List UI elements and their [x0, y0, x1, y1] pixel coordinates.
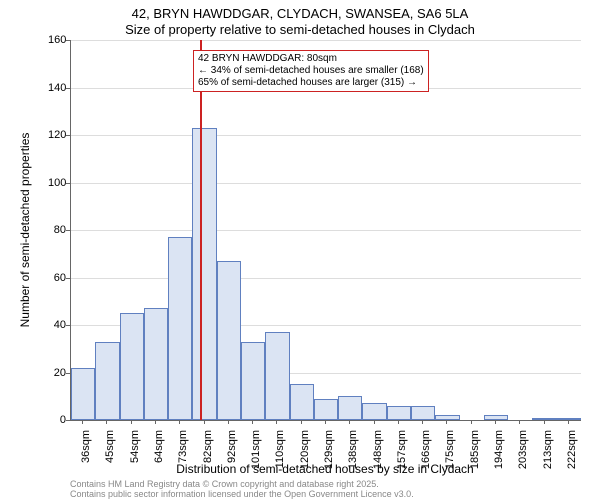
x-tick-mark [82, 420, 83, 424]
histogram-bar [71, 368, 95, 420]
annotation-line-3: 65% of semi-detached houses are larger (… [198, 77, 424, 89]
y-tick-label: 20 [48, 367, 66, 379]
x-tick-mark [568, 420, 569, 424]
plot-area: 42 BRYN HAWDDGAR: 80sqm ← 34% of semi-de… [70, 40, 581, 421]
x-tick-mark [179, 420, 180, 424]
annotation-box: 42 BRYN HAWDDGAR: 80sqm ← 34% of semi-de… [193, 50, 429, 92]
histogram-bar [120, 313, 144, 420]
histogram-bar [362, 403, 386, 420]
y-tick-label: 80 [48, 224, 66, 236]
x-tick-label: 36sqm [80, 430, 92, 463]
histogram-bar [95, 342, 119, 420]
histogram-bar [314, 399, 338, 420]
x-axis-label: Distribution of semi-detached houses by … [70, 462, 580, 476]
histogram-bar [217, 261, 241, 420]
histogram-bar [532, 418, 556, 420]
histogram-bar [338, 396, 362, 420]
x-tick-mark [252, 420, 253, 424]
histogram-bar [192, 128, 216, 420]
histogram-bar [435, 415, 459, 420]
histogram-bar [265, 332, 289, 420]
x-tick-mark [155, 420, 156, 424]
histogram-bar [387, 406, 411, 420]
y-tick-label: 60 [48, 272, 66, 284]
reference-line-marker [200, 40, 202, 420]
y-tick-label: 140 [48, 82, 66, 94]
x-tick-label: 54sqm [129, 430, 141, 463]
y-tick-label: 100 [48, 177, 66, 189]
chart-title-subtitle: Size of property relative to semi-detach… [0, 22, 600, 37]
annotation-line-2: ← 34% of semi-detached houses are smalle… [198, 65, 424, 77]
y-tick-label: 40 [48, 319, 66, 331]
x-tick-mark [495, 420, 496, 424]
x-tick-label: 45sqm [104, 430, 116, 463]
x-tick-mark [131, 420, 132, 424]
histogram-bar [144, 308, 168, 420]
x-tick-label: 73sqm [177, 430, 189, 463]
gridline [71, 230, 581, 231]
gridline [71, 278, 581, 279]
x-tick-mark [106, 420, 107, 424]
histogram-bar [411, 406, 435, 420]
attribution-text: Contains HM Land Registry data © Crown c… [70, 480, 414, 500]
x-tick-mark [519, 420, 520, 424]
histogram-bar [290, 384, 314, 420]
gridline [71, 40, 581, 41]
attribution-line-2: Contains public sector information licen… [70, 490, 414, 500]
x-tick-mark [349, 420, 350, 424]
x-tick-label: 92sqm [226, 430, 238, 463]
x-tick-mark [544, 420, 545, 424]
histogram-bar [168, 237, 192, 420]
x-tick-label: 64sqm [153, 430, 165, 463]
x-tick-mark [398, 420, 399, 424]
x-tick-mark [446, 420, 447, 424]
y-tick-label: 0 [48, 414, 66, 426]
y-axis-label: Number of semi-detached properties [18, 40, 32, 420]
gridline [71, 135, 581, 136]
histogram-bar [557, 418, 581, 420]
x-tick-mark [471, 420, 472, 424]
x-tick-mark [301, 420, 302, 424]
y-tick-label: 120 [48, 129, 66, 141]
x-tick-mark [374, 420, 375, 424]
y-tick-label: 160 [48, 34, 66, 46]
x-tick-mark [228, 420, 229, 424]
gridline [71, 183, 581, 184]
x-tick-label: 82sqm [202, 430, 214, 463]
x-tick-mark [325, 420, 326, 424]
histogram-bar [241, 342, 265, 420]
x-tick-mark [422, 420, 423, 424]
chart-title-address: 42, BRYN HAWDDGAR, CLYDACH, SWANSEA, SA6… [0, 6, 600, 21]
x-tick-mark [276, 420, 277, 424]
x-tick-mark [204, 420, 205, 424]
property-size-chart: 42, BRYN HAWDDGAR, CLYDACH, SWANSEA, SA6… [0, 0, 600, 500]
annotation-line-1: 42 BRYN HAWDDGAR: 80sqm [198, 53, 424, 65]
